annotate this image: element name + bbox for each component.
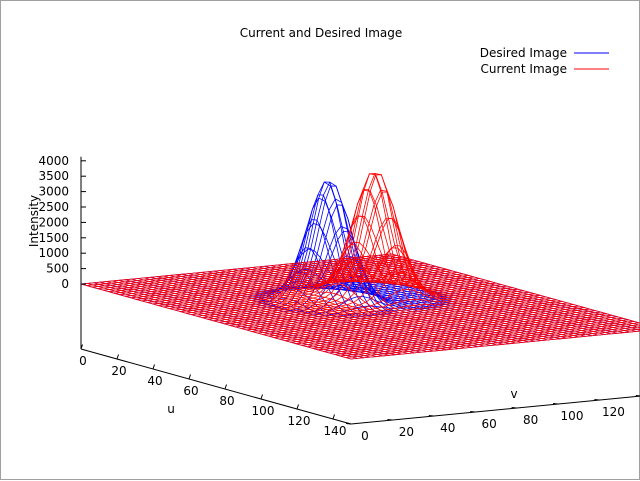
y-tick-label: 120 xyxy=(602,405,625,419)
z-tick-label: 4000 xyxy=(38,154,69,168)
z-tick-label: 2000 xyxy=(38,215,69,229)
y-tick-label: 20 xyxy=(399,425,414,439)
z-tick-label: 1000 xyxy=(38,246,69,260)
z-tick-label: 0 xyxy=(61,277,69,291)
x-tick xyxy=(333,415,335,420)
x-tick xyxy=(189,375,191,380)
legend: Desired Image Current Image xyxy=(480,46,609,76)
x-axis-label: u xyxy=(167,402,175,416)
x-tick-label: 140 xyxy=(324,424,347,438)
x-tick-label: 20 xyxy=(111,364,126,378)
legend-label-desired-image: Desired Image xyxy=(480,46,567,60)
series-mesh-1 xyxy=(81,174,640,360)
z-tick-label: 3500 xyxy=(38,169,69,183)
series-mesh-0 xyxy=(81,182,640,359)
y-tick xyxy=(387,420,392,421)
z-tick-label: 500 xyxy=(46,262,69,276)
mesh-layer xyxy=(81,174,640,360)
x-axis-line xyxy=(81,349,351,424)
y-tick-label: 40 xyxy=(440,421,455,435)
y-tick xyxy=(636,396,640,397)
y-axis-label: v xyxy=(510,387,517,401)
x-tick-label: 100 xyxy=(252,404,275,418)
x-tick xyxy=(117,355,119,360)
x-tick-label: 60 xyxy=(183,384,198,398)
x-tick xyxy=(225,385,227,390)
y-tick xyxy=(346,424,351,425)
z-axis-label: Intensity xyxy=(27,195,41,247)
x-tick xyxy=(261,395,263,400)
x-tick-label: 120 xyxy=(288,414,311,428)
x-tick-label: 80 xyxy=(219,394,234,408)
x-tick xyxy=(297,405,299,410)
chart-title: Current and Desired Image xyxy=(240,26,403,40)
y-tick-label: 0 xyxy=(361,429,369,443)
legend-label-current-image: Current Image xyxy=(481,62,567,76)
y-tick-label: 80 xyxy=(523,413,538,427)
y-tick-label: 60 xyxy=(482,417,497,431)
x-tick xyxy=(153,365,155,370)
z-tick-label: 3000 xyxy=(38,185,69,199)
x-tick-label: 40 xyxy=(147,374,162,388)
x-tick-label: 0 xyxy=(79,354,87,368)
z-tick-label: 1500 xyxy=(38,231,69,245)
y-tick-label: 100 xyxy=(561,409,584,423)
y-tick xyxy=(553,404,558,405)
y-tick xyxy=(594,400,599,401)
y-tick xyxy=(512,408,517,409)
z-tick-label: 2500 xyxy=(38,200,69,214)
y-tick xyxy=(429,416,434,417)
y-tick xyxy=(470,412,475,413)
